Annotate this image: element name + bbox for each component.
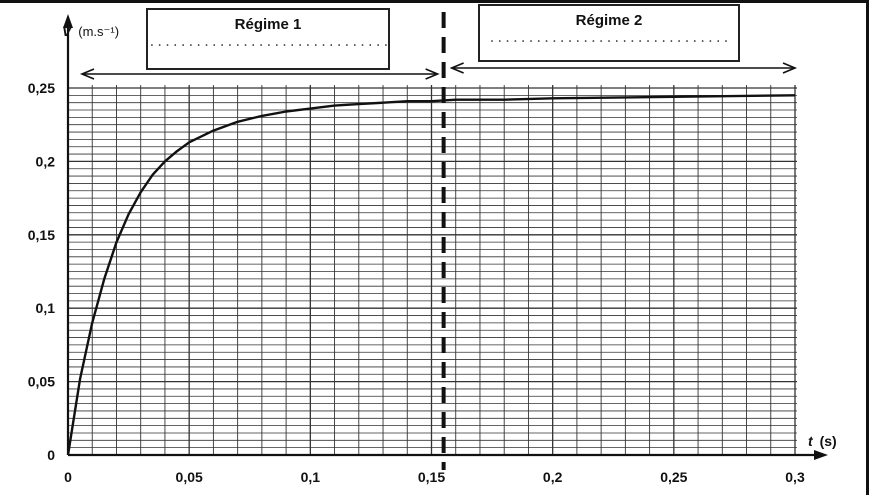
y-axis-arrowhead [63, 14, 73, 28]
x-axis-variable: t [808, 433, 814, 449]
grid [67, 85, 797, 456]
x-tick-label: 0,1 [301, 469, 321, 485]
y-tick-label: 0,25 [28, 80, 55, 96]
regime-1-arrow-head-right [425, 68, 440, 80]
y-tick-label: 0,15 [28, 227, 55, 243]
regime-2-arrow-head-right [782, 62, 798, 74]
regime-2-box: Régime 2 ............................... [478, 4, 740, 62]
x-axis-label: t (s) [808, 433, 837, 449]
regime-arrows [79, 62, 798, 80]
y-axis-variable: V [62, 23, 73, 39]
y-tick-label: 0,05 [28, 374, 55, 390]
x-axis-arrowhead [814, 450, 828, 460]
x-tick-label: 0,2 [543, 469, 563, 485]
regime-2-answer-blank: ............................... [488, 31, 730, 46]
y-axis-unit: (m.s⁻¹) [78, 24, 119, 39]
axes [63, 14, 828, 460]
y-tick-label: 0 [47, 447, 55, 463]
y-axis-label: V (m.s⁻¹) [62, 23, 119, 39]
x-tick-label: 0 [64, 469, 72, 485]
regime-1-box: Régime 1 ............................... [146, 8, 390, 70]
regime-1-label: Régime 1 [234, 16, 302, 33]
x-axis-unit: (s) [820, 433, 837, 449]
y-tick-label: 0,2 [36, 153, 56, 169]
regime-1-arrow-head-left [79, 68, 95, 80]
regime-2-label: Régime 2 [575, 12, 643, 29]
x-tick-label: 0,05 [176, 469, 203, 485]
x-tick-label: 0,3 [785, 469, 805, 485]
regime-2-arrow-head-left [449, 62, 464, 74]
tick-labels: 0 0,05 0,1 0,15 0,2 0,25 0,3 0 0,05 0,1 0,15 0,2 0,2… [28, 80, 805, 485]
regime-1-answer-blank: ............................... [148, 35, 390, 50]
velocity-curve [66, 94, 796, 456]
x-tick-label: 0,25 [660, 469, 687, 485]
y-tick-label: 0,1 [36, 300, 56, 316]
x-tick-label: 0,15 [418, 469, 445, 485]
